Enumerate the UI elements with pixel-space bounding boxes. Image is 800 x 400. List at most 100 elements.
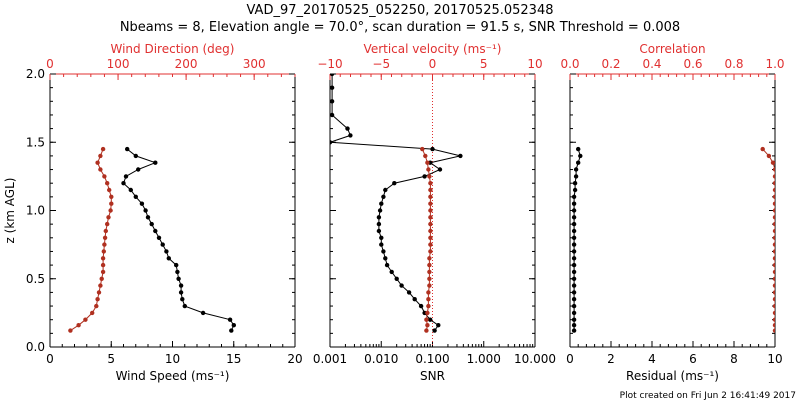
y-tick-label: 0.0: [26, 340, 45, 354]
data-point: [95, 160, 100, 165]
data-point: [98, 283, 103, 288]
data-point: [760, 146, 765, 152]
data-point: [182, 303, 187, 309]
data-point: [102, 242, 107, 247]
data-point: [100, 262, 106, 268]
data-point: [109, 201, 114, 206]
plot-created-note: Plot created on Fri Jun 2 16:41:49 2017: [620, 391, 796, 400]
x-tick-label: 1.000: [467, 352, 501, 366]
data-point: [156, 235, 162, 240]
data-point: [377, 208, 383, 213]
data-point: [576, 160, 581, 165]
data-point: [572, 187, 578, 193]
data-point: [427, 256, 432, 261]
data-point: [330, 85, 335, 90]
data-point: [406, 290, 412, 295]
data-point: [428, 215, 433, 220]
data-point: [427, 262, 432, 268]
data-point: [384, 262, 390, 268]
y-axis-label: z (km AGL): [3, 178, 17, 244]
data-point: [458, 153, 463, 159]
data-point: [772, 303, 775, 309]
data-point: [772, 269, 775, 275]
data-point: [772, 290, 775, 295]
data-point: [100, 146, 106, 152]
series-snr: [330, 74, 463, 333]
bottom-axis-label: Residual (ms⁻¹): [626, 369, 719, 383]
data-point: [571, 323, 577, 328]
data-point: [231, 323, 236, 328]
data-point: [348, 133, 353, 138]
data-point: [772, 328, 775, 333]
data-point: [136, 167, 141, 172]
data-point: [426, 303, 431, 309]
data-point: [772, 242, 775, 247]
data-point: [571, 201, 577, 206]
data-point: [772, 187, 775, 193]
data-point: [772, 181, 775, 186]
top-tick-label: −10: [317, 57, 342, 71]
y-tick-label: 1.5: [26, 135, 45, 149]
data-point: [430, 146, 435, 152]
data-point: [428, 235, 433, 240]
data-point: [426, 290, 431, 295]
data-point: [330, 74, 335, 77]
data-point: [572, 181, 578, 186]
data-point: [103, 228, 109, 234]
data-point: [571, 256, 577, 261]
x-tick-label: 6: [689, 352, 697, 366]
data-point: [145, 215, 151, 220]
top-tick-label: 100: [107, 57, 130, 71]
data-point: [571, 297, 577, 302]
data-point: [83, 317, 88, 322]
top-tick-label: 0.8: [724, 57, 743, 71]
data-point: [180, 297, 185, 302]
data-point: [200, 310, 206, 316]
top-tick-label: 0.4: [642, 57, 661, 71]
data-point: [571, 242, 577, 247]
data-point: [381, 249, 386, 254]
data-point: [139, 201, 145, 206]
data-point: [428, 201, 433, 206]
title-line-1: VAD_97_20170525_052250, 20170525.052348: [247, 3, 554, 18]
data-point: [345, 126, 350, 131]
y-tick-label: 2.0: [26, 67, 45, 81]
y-tick-label: 1.0: [26, 204, 45, 218]
data-point: [383, 187, 388, 193]
data-point: [428, 187, 433, 193]
top-tick-label: 200: [175, 57, 198, 71]
data-point: [330, 112, 335, 118]
data-point: [571, 208, 577, 213]
series-line: [70, 148, 112, 332]
data-point: [123, 174, 129, 179]
data-point: [772, 249, 775, 254]
series-vertical-velocity: [420, 146, 433, 333]
data-point: [381, 194, 386, 199]
data-point: [772, 262, 775, 268]
series-line: [330, 74, 461, 331]
data-point: [573, 167, 579, 172]
x-tick-label: 0: [46, 352, 54, 366]
data-point: [772, 256, 775, 261]
data-point: [106, 215, 111, 220]
data-point: [428, 194, 433, 199]
data-point: [428, 242, 433, 247]
data-point: [418, 303, 424, 309]
data-point: [770, 160, 775, 165]
data-point: [153, 228, 158, 234]
data-point: [427, 283, 432, 288]
data-point: [427, 276, 432, 281]
data-point: [571, 221, 577, 227]
x-tick-label: 0.001: [313, 352, 347, 366]
data-point: [432, 328, 437, 333]
series-line: [122, 148, 235, 331]
data-point: [133, 194, 138, 199]
data-point: [571, 276, 577, 281]
x-tick-label: 10: [767, 352, 782, 366]
data-point: [102, 174, 107, 179]
data-point: [422, 174, 427, 179]
data-point: [772, 194, 775, 199]
data-point: [772, 310, 775, 316]
x-tick-label: 8: [730, 352, 738, 366]
